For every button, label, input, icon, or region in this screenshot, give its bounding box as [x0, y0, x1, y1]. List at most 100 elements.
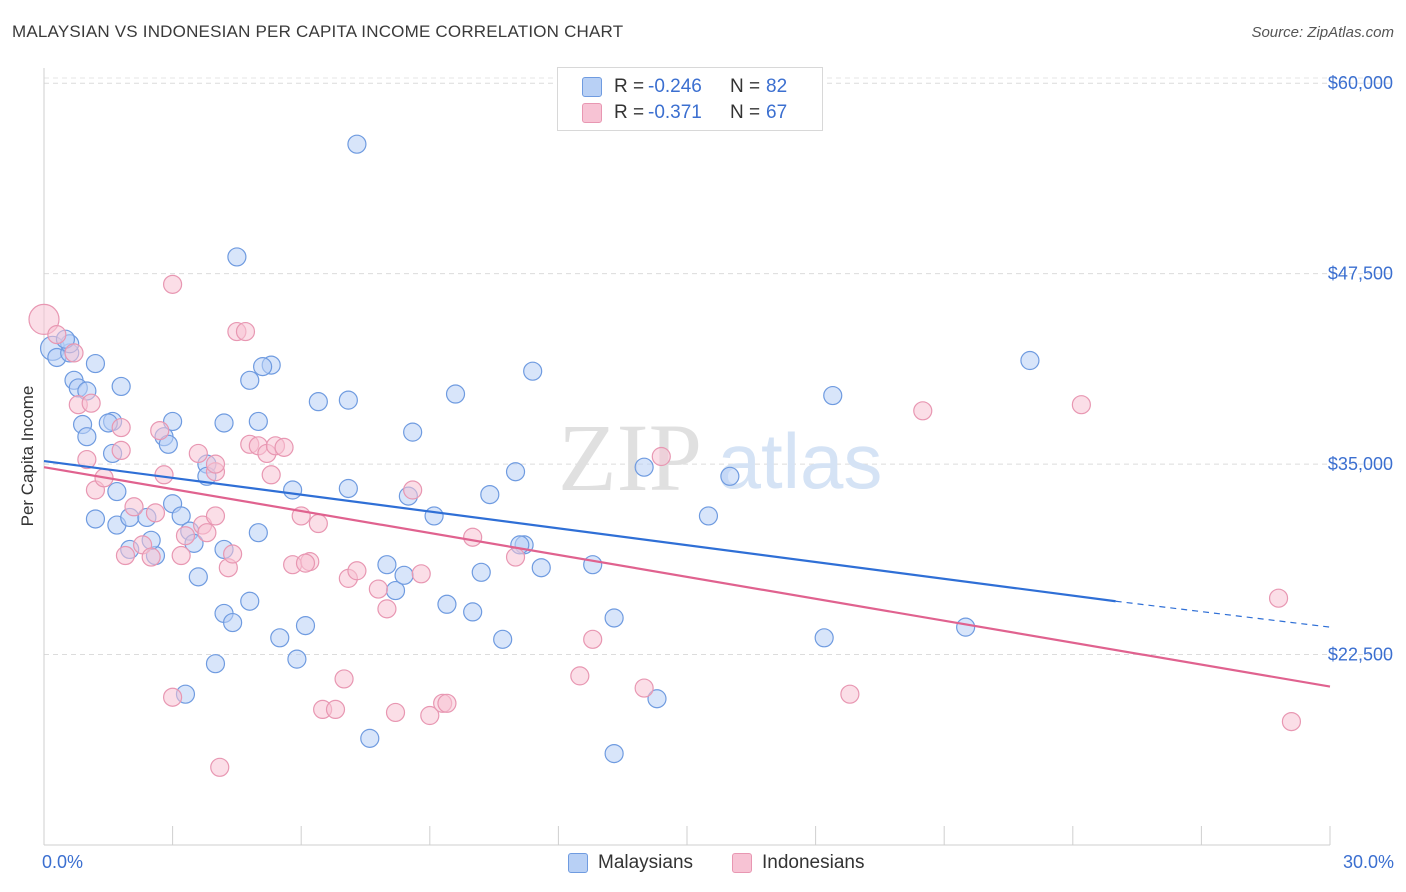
legend-item-malaysians[interactable]: Malaysians [568, 852, 693, 874]
point-indonesians [163, 687, 183, 707]
watermark: ZIP atlas [558, 404, 882, 511]
point-indonesians [188, 443, 208, 464]
legend-swatch-indonesians [732, 853, 752, 873]
point-malaysians [1020, 350, 1040, 371]
point-malaysians [394, 565, 414, 585]
point-malaysians [338, 390, 358, 410]
legend-r-value: -0.246 [648, 76, 702, 97]
trend-line-indonesians [43, 466, 1331, 688]
point-indonesians [913, 401, 933, 421]
point-indonesians [295, 553, 316, 573]
point-malaysians [698, 506, 719, 526]
point-indonesians [111, 417, 131, 438]
point-indonesians [570, 666, 590, 686]
legend-r-label: R = [614, 102, 645, 123]
point-malaysians [283, 480, 303, 500]
point-malaysians [338, 478, 358, 499]
data-points [28, 134, 1302, 777]
point-indonesians [47, 325, 67, 345]
legend-n-label: N = [730, 102, 761, 123]
axes [43, 68, 1331, 846]
point-malaysians [403, 422, 423, 442]
point-malaysians [85, 509, 106, 529]
point-indonesians [115, 545, 136, 566]
point-malaysians [171, 506, 191, 526]
point-malaysians [814, 628, 834, 648]
point-malaysians [295, 616, 316, 636]
point-indonesians [274, 437, 294, 457]
point-malaysians [720, 466, 740, 486]
x-tick-max: 30.0% [1342, 852, 1394, 872]
trend-line-malaysians-projection [1115, 600, 1331, 628]
watermark-atlas: atlas [718, 417, 883, 505]
legend-row-malaysians: R = -0.246 N = 82 [582, 75, 787, 99]
trend-lines [43, 459, 1331, 688]
point-indonesians [385, 702, 406, 723]
point-indonesians [1281, 711, 1302, 732]
point-indonesians [420, 705, 440, 726]
point-indonesians [1268, 588, 1289, 608]
point-indonesians [111, 440, 131, 461]
point-malaysians [471, 562, 491, 582]
point-malaysians [480, 484, 500, 505]
point-indonesians [163, 274, 183, 294]
point-indonesians [205, 454, 226, 474]
point-indonesians [634, 678, 654, 698]
point-indonesians [150, 421, 170, 441]
point-malaysians [248, 411, 268, 432]
point-indonesians [403, 480, 423, 500]
point-indonesians [377, 599, 397, 619]
source-label: Source: ZipAtlas.com [1251, 24, 1394, 41]
point-malaysians [956, 617, 976, 637]
point-indonesians [205, 506, 226, 526]
point-malaysians [240, 370, 260, 390]
point-indonesians [210, 757, 230, 777]
grid-lines [44, 77, 1394, 656]
point-malaysians [223, 612, 243, 633]
point-indonesians [64, 343, 84, 363]
point-malaysians [77, 427, 97, 447]
point-indonesians [437, 693, 457, 713]
point-indonesians [235, 321, 256, 342]
point-malaysians [424, 506, 444, 526]
series-legend: Malaysians Indonesians [0, 852, 1406, 878]
legend-swatch-malaysians [568, 853, 588, 873]
legend-swatch-indonesians [582, 103, 602, 123]
point-malaysians [360, 728, 380, 748]
legend-label-malaysians: Malaysians [598, 852, 694, 873]
point-malaysians [227, 247, 247, 267]
point-malaysians [493, 629, 513, 649]
point-malaysians [505, 462, 526, 482]
y-axis-label: Per Capita Income [18, 385, 37, 527]
point-indonesians [223, 544, 243, 564]
point-malaysians [604, 608, 624, 628]
point-malaysians [214, 413, 234, 433]
point-malaysians [445, 384, 466, 404]
point-malaysians [647, 689, 667, 709]
point-indonesians [124, 497, 144, 517]
point-indonesians [583, 629, 603, 649]
point-malaysians [583, 555, 603, 575]
point-malaysians [437, 594, 457, 614]
point-malaysians [253, 357, 273, 377]
point-indonesians [505, 547, 526, 567]
point-indonesians [171, 545, 191, 566]
point-indonesians [411, 564, 431, 584]
correlation-legend: R = -0.246 N = 82 R = -0.371 N = 67 [557, 67, 823, 131]
point-malaysians [270, 628, 290, 648]
y-tick-labels: $22,500 $35,000 $47,500 $60,000 [1328, 73, 1393, 664]
point-indonesians [197, 523, 217, 543]
point-malaysians [107, 481, 127, 502]
legend-label-indonesians: Indonesians [762, 852, 865, 873]
point-indonesians [141, 547, 161, 567]
point-malaysians [287, 649, 307, 669]
y-tick-label: $22,500 [1328, 645, 1393, 665]
point-indonesians [651, 446, 671, 467]
point-malaysians [188, 567, 208, 587]
point-indonesians [81, 393, 101, 413]
legend-item-indonesians[interactable]: Indonesians [732, 852, 864, 874]
legend-swatch-malaysians [582, 77, 602, 97]
point-malaysians [111, 376, 131, 397]
point-indonesians [463, 527, 483, 547]
